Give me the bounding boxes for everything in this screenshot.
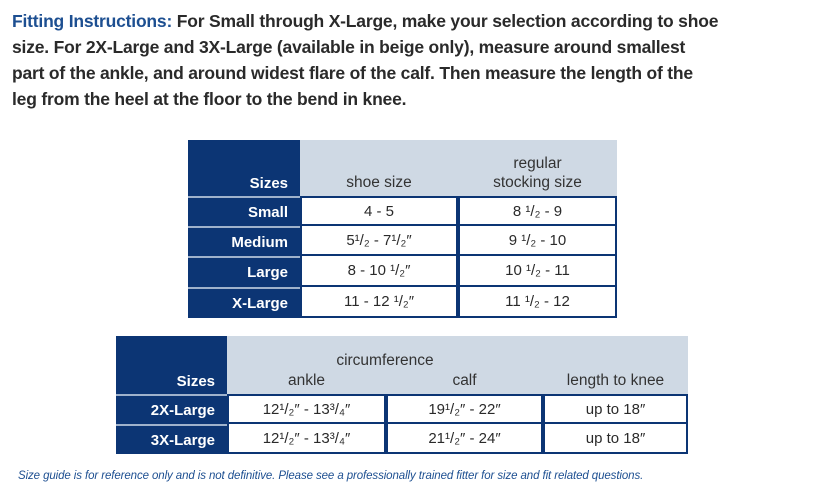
intro-text: For Small through X-Large, make your sel… <box>172 11 719 31</box>
calf-cell: 19¹/₂″ - 22″ <box>386 394 543 424</box>
header-calf: calf <box>452 372 477 389</box>
length-cell: up to 18″ <box>543 424 688 454</box>
header-stocking-size: regular stocking size <box>458 140 617 196</box>
length-cell: up to 18″ <box>543 394 688 424</box>
intro-line-1: Fitting Instructions: For Small through … <box>12 8 817 34</box>
ankle-cell: 12¹/₂″ - 13³/₄″ <box>227 424 386 454</box>
intro-lead: Fitting Instructions: <box>12 11 173 31</box>
table-row: 2X-Large 12¹/₂″ - 13³/₄″ 19¹/₂″ - 22″ up… <box>116 394 688 424</box>
shoe-size-cell: 4 - 5 <box>300 196 458 226</box>
shoe-size-cell: 8 - 10 ¹/₂″ <box>300 256 458 287</box>
size-label: Large <box>188 256 300 287</box>
stocking-size-cell: 11 ¹/₂ - 12 <box>458 287 617 318</box>
standard-size-table: Sizes shoe size regular stocking size Sma… <box>188 140 617 318</box>
header-length-to-knee: length to knee <box>543 336 688 394</box>
stocking-size-cell: 10 ¹/₂ - 11 <box>458 256 617 287</box>
fitting-instructions: Fitting Instructions: For Small through … <box>12 8 817 112</box>
size-label: Small <box>188 196 300 226</box>
header-shoe-size: shoe size <box>300 140 458 196</box>
size-label: 2X-Large <box>116 394 227 424</box>
header-sizes: Sizes <box>116 336 227 394</box>
table-row: Large 8 - 10 ¹/₂″ 10 ¹/₂ - 11 <box>188 256 617 287</box>
header-sizes: Sizes <box>188 140 300 196</box>
header-circumference-label: circumference <box>336 352 434 369</box>
calf-cell: 21¹/₂″ - 24″ <box>386 424 543 454</box>
table-row: 3X-Large 12¹/₂″ - 13³/₄″ 21¹/₂″ - 24″ up… <box>116 424 688 454</box>
ankle-cell: 12¹/₂″ - 13³/₄″ <box>227 394 386 424</box>
size-label: 3X-Large <box>116 424 227 454</box>
size-label: X-Large <box>188 287 300 318</box>
header-stocking: stocking size <box>493 174 582 191</box>
stocking-size-cell: 9 ¹/₂ - 10 <box>458 226 617 256</box>
table-row: Medium 5¹/₂ - 7¹/₂″ 9 ¹/₂ - 10 <box>188 226 617 256</box>
intro-line-4: leg from the heel at the floor to the be… <box>12 89 407 109</box>
shoe-size-cell: 5¹/₂ - 7¹/₂″ <box>300 226 458 256</box>
intro-line-3: part of the ankle, and around widest fla… <box>12 63 693 83</box>
stocking-size-cell: 8 ¹/₂ - 9 <box>458 196 617 226</box>
header-circumference: circumference ankle calf <box>227 336 543 394</box>
header-regular: regular <box>513 155 562 172</box>
header-ankle: ankle <box>287 372 326 389</box>
shoe-size-cell: 11 - 12 ¹/₂″ <box>300 287 458 318</box>
table-row: X-Large 11 - 12 ¹/₂″ 11 ¹/₂ - 12 <box>188 287 617 318</box>
table-row: Small 4 - 5 8 ¹/₂ - 9 <box>188 196 617 226</box>
intro-line-2: size. For 2X-Large and 3X-Large (availab… <box>12 37 686 57</box>
footnote: Size guide is for reference only and is … <box>18 470 644 482</box>
extended-size-table: Sizes circumference ankle calf length to … <box>116 336 688 454</box>
size-label: Medium <box>188 226 300 256</box>
